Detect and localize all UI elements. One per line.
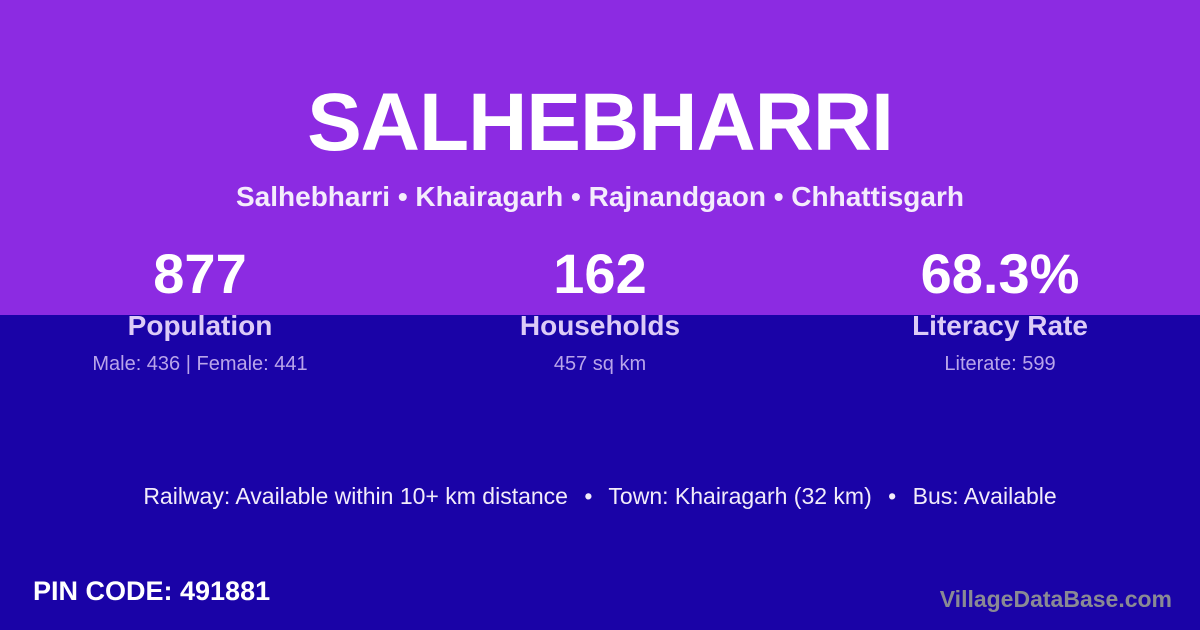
transport-info-line: Railway: Available within 10+ km distanc…	[0, 483, 1200, 509]
stat-detail-literate-count: Literate: 599	[944, 353, 1056, 375]
stat-label-literacy-rate: Literacy Rate	[912, 310, 1088, 341]
stat-detail-area: 457 sq km	[553, 353, 647, 375]
railway-info: Railway: Available within 10+ km distanc…	[143, 483, 568, 509]
stat-label-households: Households	[519, 310, 681, 341]
watermark-brand: VillageDataBase.com	[939, 586, 1172, 612]
header-band	[0, 0, 1200, 315]
stat-value-literacy-rate: 68.3%	[920, 242, 1080, 305]
village-title: SALHEBHARRI	[307, 77, 894, 168]
bullet-separator: •	[888, 483, 897, 509]
stats-values-row: 877 162 68.3%	[0, 246, 1200, 302]
stats-labels-row: Population Households Literacy Rate	[0, 312, 1200, 340]
bullet-separator: •	[584, 483, 593, 509]
stat-detail-male-female: Male: 436 | Female: 441	[92, 353, 308, 375]
bus-info: Bus: Available	[912, 483, 1057, 509]
stats-details-row: Male: 436 | Female: 441 457 sq km Litera…	[0, 354, 1200, 374]
stat-value-population: 877	[153, 242, 247, 305]
stat-value-households: 162	[553, 242, 647, 305]
stat-label-population: Population	[127, 310, 273, 341]
pin-code: PIN CODE: 491881	[33, 576, 271, 606]
town-info: Town: Khairagarh (32 km)	[608, 483, 872, 509]
breadcrumb: Salhebharri • Khairagarh • Rajnandgaon •…	[236, 181, 964, 212]
